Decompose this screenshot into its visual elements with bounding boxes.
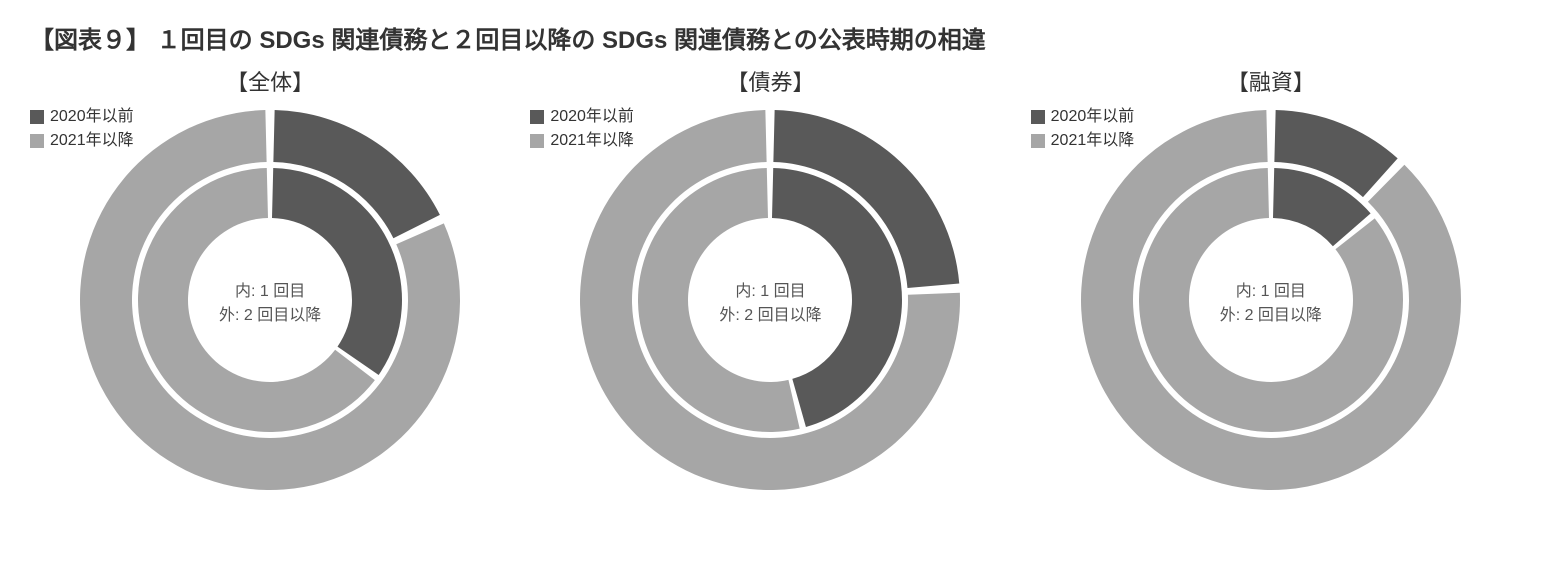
legend-label-before2020: 2020年以前 <box>1051 105 1135 129</box>
chart-area-overall: 2020年以前 2021年以降 内: 1 回目 外: 2 回目以降 <box>30 105 510 495</box>
legend-label-after2021: 2021年以降 <box>550 129 634 153</box>
legend-bonds: 2020年以前 2021年以降 <box>530 105 634 153</box>
legend-swatch-after2021 <box>530 134 544 148</box>
legend-label-before2020: 2020年以前 <box>50 105 134 129</box>
legend-row-after2021: 2021年以降 <box>1031 129 1135 153</box>
legend-row-after2021: 2021年以降 <box>30 129 134 153</box>
legend-swatch-after2021 <box>1031 134 1045 148</box>
legend-row-before2020: 2020年以前 <box>30 105 134 129</box>
panel-overall: 【全体】 2020年以前 2021年以降 内: 1 回目 外: 2 回目以降 <box>30 65 510 495</box>
donut-bonds <box>530 105 1010 495</box>
donut-loans <box>1031 105 1511 495</box>
legend-label-after2021: 2021年以降 <box>1051 129 1135 153</box>
figure-title: 【図表９】 １回目の SDGs 関連債務と２回目以降の SDGs 関連債務との公… <box>30 20 1511 55</box>
subtitle-loans: 【融資】 <box>1227 65 1315 97</box>
legend-swatch-before2020 <box>530 110 544 124</box>
subtitle-overall: 【全体】 <box>226 65 314 97</box>
chart-area-loans: 2020年以前 2021年以降 内: 1 回目 外: 2 回目以降 <box>1031 105 1511 495</box>
legend-swatch-before2020 <box>1031 110 1045 124</box>
legend-row-before2020: 2020年以前 <box>1031 105 1135 129</box>
legend-swatch-before2020 <box>30 110 44 124</box>
legend-overall: 2020年以前 2021年以降 <box>30 105 134 153</box>
legend-label-after2021: 2021年以降 <box>50 129 134 153</box>
subtitle-bonds: 【債券】 <box>726 65 814 97</box>
legend-row-before2020: 2020年以前 <box>530 105 634 129</box>
charts-row: 【全体】 2020年以前 2021年以降 内: 1 回目 外: 2 回目以降 【… <box>30 65 1511 495</box>
donut-overall <box>30 105 510 495</box>
legend-row-after2021: 2021年以降 <box>530 129 634 153</box>
legend-swatch-after2021 <box>30 134 44 148</box>
legend-label-before2020: 2020年以前 <box>550 105 634 129</box>
panel-loans: 【融資】 2020年以前 2021年以降 内: 1 回目 外: 2 回目以降 <box>1031 65 1511 495</box>
chart-area-bonds: 2020年以前 2021年以降 内: 1 回目 外: 2 回目以降 <box>530 105 1010 495</box>
legend-loans: 2020年以前 2021年以降 <box>1031 105 1135 153</box>
panel-bonds: 【債券】 2020年以前 2021年以降 内: 1 回目 外: 2 回目以降 <box>530 65 1010 495</box>
